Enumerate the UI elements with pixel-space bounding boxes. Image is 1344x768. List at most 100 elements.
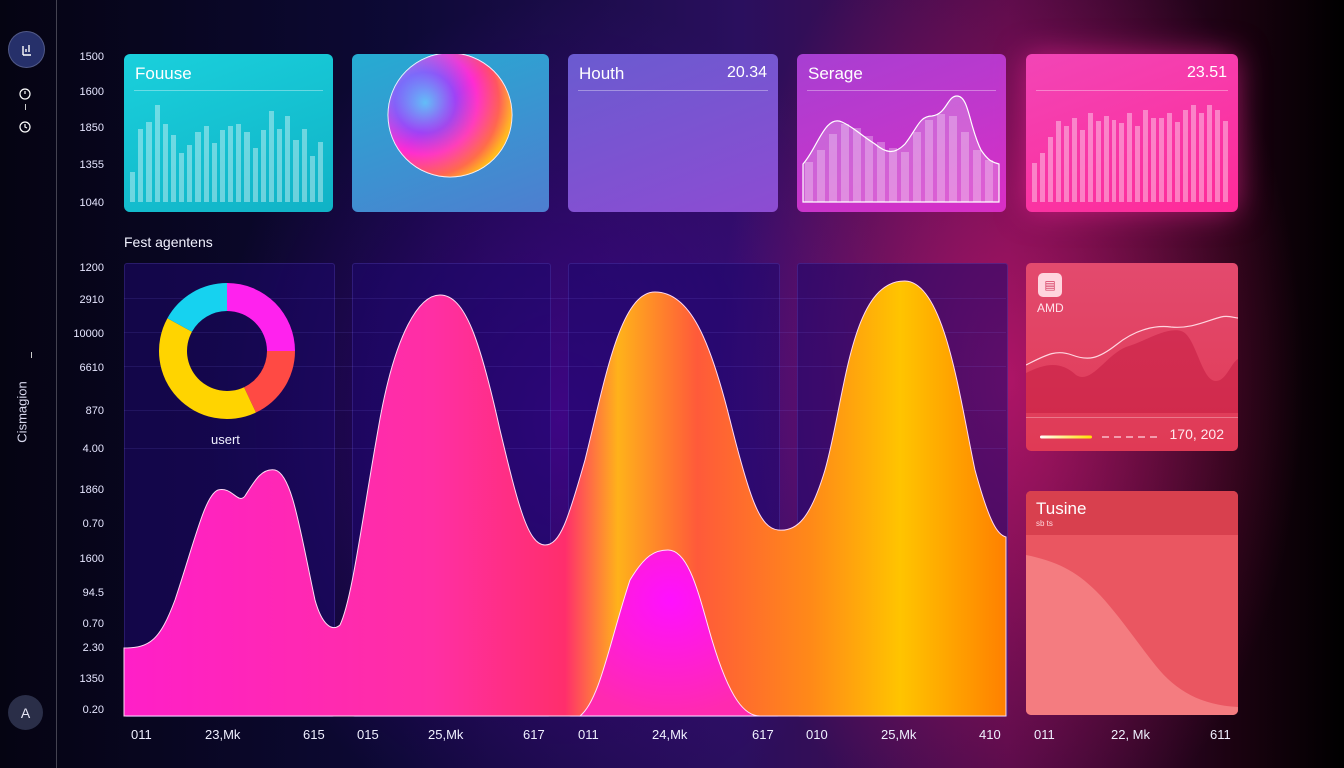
x-tick: 615 [303, 727, 325, 742]
bar [260, 129, 266, 202]
card-bar-chart [1032, 94, 1228, 202]
x-tick: 22, Mk [1111, 727, 1151, 742]
bar [162, 124, 168, 202]
bar [1127, 113, 1133, 202]
power-icon[interactable] [17, 86, 33, 102]
bar [1151, 117, 1157, 202]
bar [1087, 113, 1093, 202]
x-tick: 617 [523, 727, 545, 742]
bar [1135, 126, 1141, 202]
bar [211, 142, 217, 202]
card-amd[interactable]: ▤ AMD 170, 202 [1026, 263, 1238, 451]
clock-icon-glyph [19, 121, 31, 133]
bar [1111, 119, 1117, 202]
x-tick: 25,Mk [428, 727, 464, 742]
bar [219, 129, 226, 202]
card-value: 23.51 [1186, 64, 1227, 81]
x-tick: 410 [979, 727, 1001, 742]
document-icon[interactable]: ▤ [1038, 273, 1062, 297]
y-tick-main: 1600 [79, 553, 104, 565]
card-tusine[interactable]: Tusine sb ts [1026, 491, 1238, 715]
card-area-chart [802, 95, 1000, 203]
bar [146, 122, 152, 202]
bar [277, 128, 283, 202]
y-tick-main: 1200 [79, 262, 104, 274]
donut-label: usert [211, 432, 240, 447]
y-tick-main: 2.30 [82, 642, 104, 654]
y-tick-main: 6610 [79, 362, 104, 374]
bar [1032, 163, 1037, 202]
y-tick-main: 1350 [79, 673, 104, 685]
card-value-2351[interactable]: 23.51 [1026, 54, 1238, 212]
donut-chart [158, 283, 295, 419]
bar [1079, 129, 1085, 202]
tusine-area-chart [1026, 555, 1238, 715]
x-tick: 015 [357, 727, 379, 742]
donut-segment [244, 351, 295, 413]
y-tick-main: 0.70 [82, 518, 104, 530]
bar [1206, 104, 1212, 202]
bar [1047, 137, 1053, 202]
bar [179, 153, 185, 202]
card-header [1026, 491, 1238, 535]
card-fouuse[interactable]: Fouuse [124, 54, 333, 212]
bar [236, 124, 242, 202]
sidebar-vertical-label[interactable]: Cismagion [14, 381, 30, 443]
bar [187, 144, 193, 202]
x-tick: 617 [752, 727, 774, 742]
bar [252, 148, 258, 202]
x-tick: 010 [806, 727, 828, 742]
card-divider [1026, 417, 1238, 418]
x-tick: 011 [131, 727, 152, 742]
y-tick-main: 2910 [79, 294, 104, 306]
bar [244, 131, 250, 202]
bar [1175, 122, 1181, 202]
x-tick: 011 [578, 727, 599, 742]
card-bar-chart [130, 94, 324, 202]
card-serage[interactable]: Serage [797, 54, 1006, 212]
gridline [124, 448, 1006, 449]
x-tick: 611 [1210, 727, 1231, 742]
card-value: 20.34 [726, 64, 767, 81]
gradient-orb [387, 54, 513, 178]
clock-icon[interactable] [17, 119, 33, 135]
card-title: Tusine [1036, 499, 1087, 518]
bar [1119, 123, 1125, 202]
bar [317, 141, 324, 202]
card-title: Serage [808, 64, 863, 83]
sidebar-tick [31, 352, 32, 358]
chart-icon[interactable] [8, 31, 45, 68]
bar [1222, 121, 1228, 202]
card-label: AMD [1037, 301, 1064, 315]
donut-segment [227, 283, 295, 351]
card-divider [134, 90, 323, 91]
bar [285, 115, 291, 202]
bar [309, 155, 315, 202]
bar [1159, 117, 1165, 202]
bar [268, 111, 275, 202]
bar [203, 126, 209, 202]
progress-line [1040, 435, 1160, 439]
bar [293, 140, 299, 202]
x-tick: 25,Mk [881, 727, 917, 742]
bar [1214, 110, 1220, 202]
x-tick: 011 [1034, 727, 1055, 742]
y-tick-main: 4.00 [82, 443, 104, 455]
power-icon-glyph [19, 88, 31, 100]
bar [1199, 113, 1204, 202]
card-orb[interactable] [352, 54, 549, 212]
y-tick-top: 1500 [79, 51, 104, 63]
bar [1167, 113, 1173, 202]
y-tick-main: 0.20 [82, 704, 104, 716]
card-houth[interactable]: Houth 20.34 [568, 54, 778, 212]
bar [130, 171, 136, 202]
sidebar: Cismagion A [0, 0, 57, 768]
y-tick-main: 10000 [73, 328, 104, 340]
y-tick-main: 1860 [79, 484, 104, 496]
bar [170, 135, 177, 202]
avatar[interactable]: A [8, 695, 43, 730]
sidebar-divider [25, 104, 26, 110]
card-subtitle: sb ts [1036, 519, 1053, 528]
bar [1191, 104, 1197, 202]
card-divider [1036, 90, 1228, 91]
